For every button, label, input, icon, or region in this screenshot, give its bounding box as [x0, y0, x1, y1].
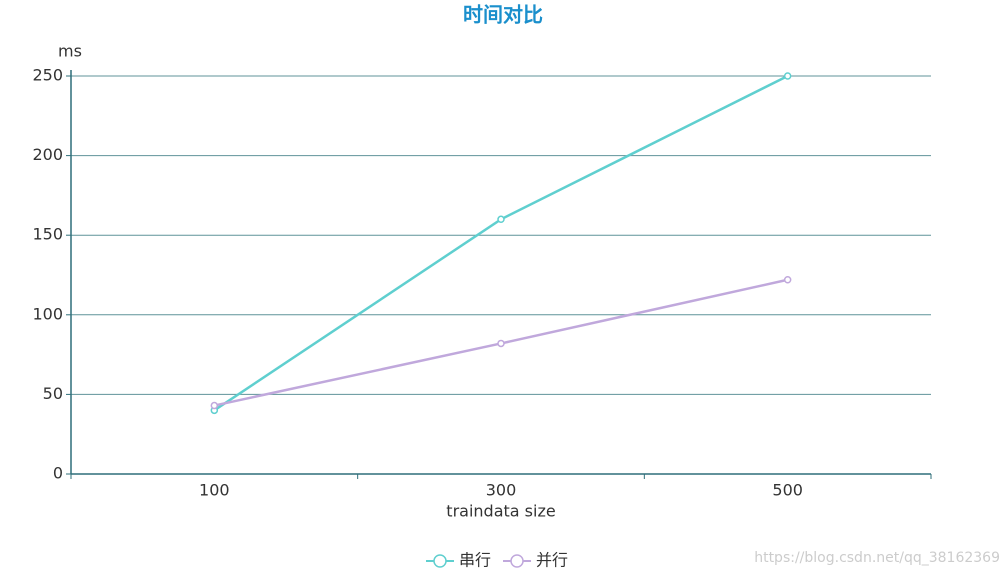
- legend-label: 串行: [459, 551, 491, 570]
- point: [210, 401, 219, 410]
- series-line: [213, 74, 789, 412]
- y-tick-label: 50: [43, 384, 63, 403]
- y-tick-label: 100: [32, 304, 63, 323]
- y-axis-label: ms: [58, 42, 82, 61]
- legend-marker: [433, 554, 447, 568]
- watermark: https://blog.csdn.net/qq_38162369: [754, 550, 1000, 566]
- x-tick-label: 300: [486, 481, 517, 500]
- point: [497, 215, 505, 224]
- legend-marker: [510, 554, 524, 568]
- legend-item[interactable]: 并行: [503, 551, 568, 570]
- x-axis-label: traindata size: [446, 502, 555, 521]
- chart-title: 时间对比: [463, 3, 543, 27]
- point: [497, 339, 505, 348]
- y-tick-label: 150: [32, 225, 63, 244]
- y-tick-label: 0: [53, 464, 63, 483]
- y-tick-label: 250: [32, 66, 63, 85]
- point: [783, 72, 792, 80]
- y-tick-label: 200: [32, 145, 63, 164]
- legend-label: 并行: [536, 551, 568, 570]
- legend-item[interactable]: 串行: [426, 551, 491, 570]
- x-tick-label: 500: [772, 481, 803, 500]
- point: [783, 276, 792, 284]
- x-tick-label: 100: [199, 481, 230, 500]
